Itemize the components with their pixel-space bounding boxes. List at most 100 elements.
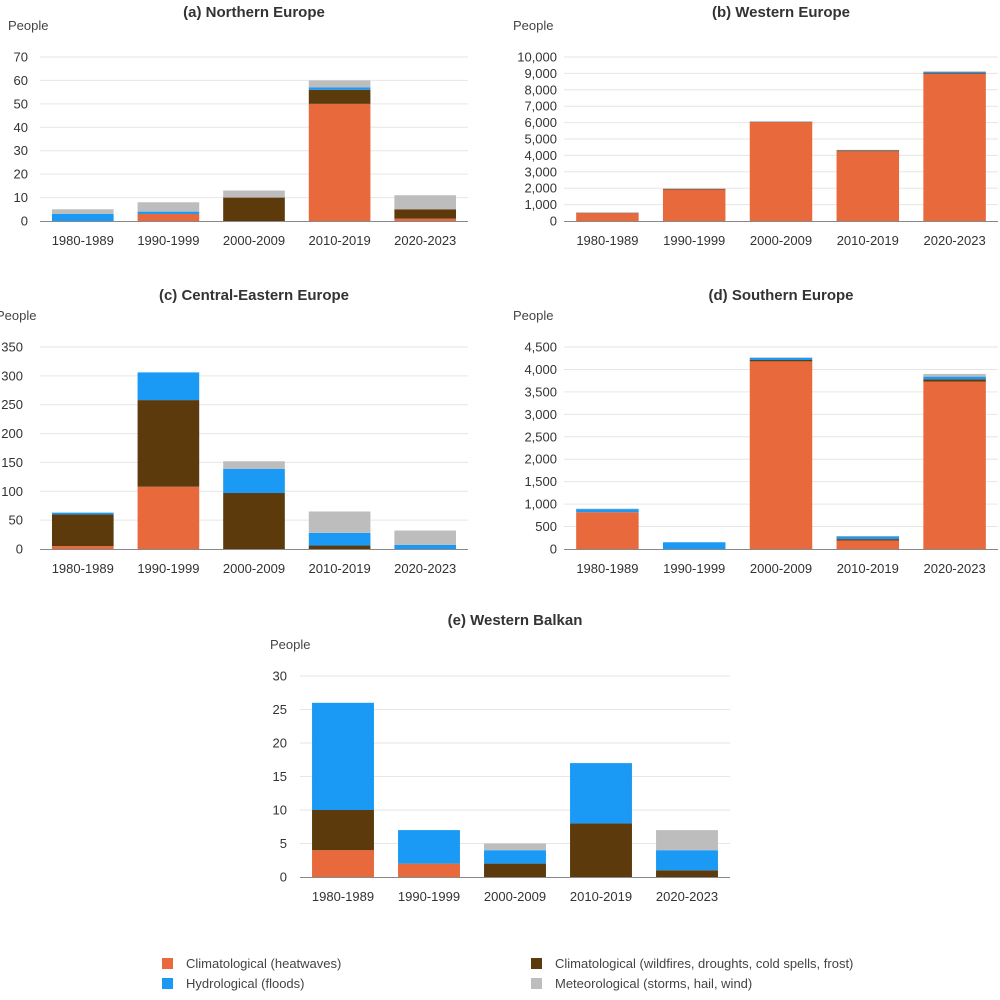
legend-item-wildfires: Climatological (wildfires, droughts, col… <box>531 956 853 971</box>
bar-wildfires <box>137 400 200 487</box>
y-tick-label: 60 <box>14 73 28 88</box>
bar-storms <box>308 80 371 88</box>
bar-floods <box>308 87 371 90</box>
y-tick-label: 200 <box>1 426 23 441</box>
bar-storms <box>394 195 457 210</box>
y-tick-label: 15 <box>273 769 287 784</box>
y-tick-label: 0 <box>21 214 28 229</box>
x-tick-label: 2020-2023 <box>394 561 456 576</box>
y-tick-label: 2,000 <box>524 452 557 467</box>
bar-heatwaves <box>923 381 986 549</box>
y-tick-label: 4,500 <box>524 340 557 355</box>
y-tick-label: 20 <box>273 736 287 751</box>
y-tick-label: 2,500 <box>524 429 557 444</box>
y-tick-label: 5,000 <box>524 132 557 147</box>
bar-wildfires <box>394 209 457 219</box>
bar-wildfires <box>923 379 986 382</box>
x-tick-label: 2000-2009 <box>223 233 285 248</box>
x-tick-label: 2010-2019 <box>570 889 632 904</box>
bar-wildfires <box>923 73 986 74</box>
y-tick-label: 250 <box>1 397 23 412</box>
y-tick-label: 300 <box>1 368 23 383</box>
bar-storms <box>308 511 371 533</box>
bar-storms <box>223 461 285 469</box>
y-tick-label: 7,000 <box>524 99 557 114</box>
legend: Climatological (heatwaves) Climatologica… <box>0 950 1000 1000</box>
chart-title: (c) Central-Eastern Europe <box>159 287 349 304</box>
y-tick-label: 100 <box>1 484 23 499</box>
x-tick-label: 1980-1989 <box>576 233 638 248</box>
bar-wildfires <box>223 197 285 221</box>
bar-heatwaves <box>312 850 374 877</box>
bar-wildfires <box>749 360 813 362</box>
x-tick-label: 2010-2019 <box>837 561 899 576</box>
x-tick-label: 2000-2009 <box>484 889 546 904</box>
y-tick-label: 70 <box>14 50 28 65</box>
bar-storms <box>223 190 285 198</box>
legend-label-heatwaves: Climatological (heatwaves) <box>186 956 342 971</box>
bar-floods <box>308 532 371 546</box>
y-tick-label: 25 <box>273 702 287 717</box>
chart-title: (d) Southern Europe <box>709 287 854 304</box>
chart-title: (b) Western Europe <box>712 4 850 21</box>
x-tick-label: 1990-1999 <box>663 233 725 248</box>
y-axis-label: People <box>0 308 36 323</box>
legend-label-floods: Hydrological (floods) <box>186 976 305 991</box>
legend-swatch-storms <box>531 978 542 989</box>
x-tick-label: 2010-2019 <box>837 233 899 248</box>
x-tick-label: 1980-1989 <box>312 889 374 904</box>
bar-floods <box>137 211 200 214</box>
bar-wildfires <box>656 870 718 877</box>
bar-storms <box>749 121 813 122</box>
x-tick-label: 1980-1989 <box>52 561 114 576</box>
bar-floods <box>398 830 460 864</box>
bar-floods <box>576 509 639 513</box>
y-tick-label: 1,500 <box>524 474 557 489</box>
chart-title: (a) Northern Europe <box>183 4 325 21</box>
bar-floods <box>51 213 114 221</box>
bar-wildfires <box>51 514 114 547</box>
y-tick-label: 0 <box>16 542 23 557</box>
bar-heatwaves <box>836 151 900 221</box>
bar-storms <box>51 209 114 214</box>
x-tick-label: 1980-1989 <box>576 561 638 576</box>
x-tick-label: 2000-2009 <box>750 233 812 248</box>
bar-wildfires <box>308 89 371 104</box>
bar-floods <box>137 372 200 401</box>
y-tick-label: 0 <box>550 214 557 229</box>
bar-wildfires <box>570 823 632 877</box>
y-tick-label: 350 <box>1 340 23 355</box>
bar-floods <box>923 71 986 74</box>
bar-storms <box>394 530 457 545</box>
y-tick-label: 0 <box>280 870 287 885</box>
legend-swatch-wildfires <box>531 958 542 969</box>
bar-wildfires <box>308 545 371 549</box>
bar-floods <box>51 512 114 515</box>
bar-heatwaves <box>576 512 639 549</box>
chart-western-balkan: (e) Western Balkan People 0 5 10 15 20 25 30 1980… <box>270 612 730 904</box>
y-tick-label: 3,500 <box>524 384 557 399</box>
bar-floods <box>836 536 900 540</box>
x-tick-label: 1980-1989 <box>52 233 114 248</box>
bar-floods <box>223 468 285 494</box>
y-tick-label: 30 <box>14 143 28 158</box>
bar-heatwaves <box>137 213 200 221</box>
legend-swatch-heatwaves <box>162 958 173 969</box>
y-tick-label: 5 <box>280 836 287 851</box>
x-tick-label: 2020-2023 <box>394 233 456 248</box>
y-tick-label: 40 <box>14 120 28 135</box>
bar-floods <box>662 542 726 549</box>
y-tick-label: 10,000 <box>517 50 557 65</box>
y-tick-label: 50 <box>9 513 23 528</box>
bar-storms <box>137 202 200 212</box>
chart-central-eastern-europe: (c) Central-Eastern Europe People 0 50 100 15… <box>0 287 468 576</box>
y-tick-label: 150 <box>1 455 23 470</box>
chart-northern-europe: (a) Northern Europe People 0 10 20 30 40 50 60 70… <box>8 4 468 248</box>
bar-heatwaves <box>137 486 200 549</box>
bar-floods <box>656 850 718 871</box>
y-tick-label: 2,000 <box>524 181 557 196</box>
bar-heatwaves <box>51 546 114 549</box>
bar-storms <box>662 188 726 189</box>
bar-storms <box>923 71 986 72</box>
